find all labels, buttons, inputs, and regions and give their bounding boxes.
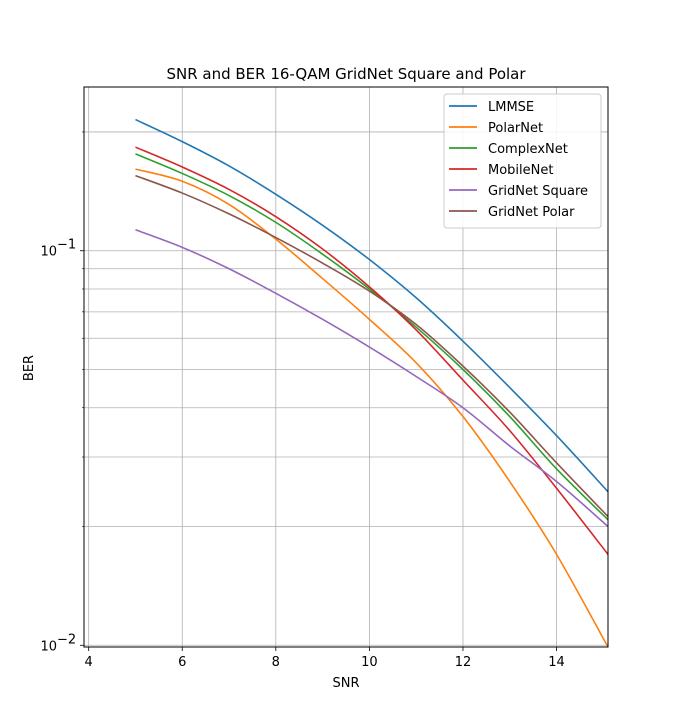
series-line-mobilenet xyxy=(135,146,609,555)
series-line-gridnet-square xyxy=(135,229,609,528)
legend-label-lmmse: LMMSE xyxy=(488,100,534,115)
x-tick-label: 12 xyxy=(455,655,472,670)
legend-box xyxy=(443,93,602,229)
series-line-complexnet xyxy=(135,153,609,521)
x-axis-label: SNR xyxy=(332,676,359,691)
legend-label-gridnet-square: GridNet Square xyxy=(488,184,588,199)
legend-label-mobilenet: MobileNet xyxy=(488,163,553,178)
chart-title: SNR and BER 16-QAM GridNet Square and Po… xyxy=(166,65,526,83)
grid xyxy=(84,87,608,647)
series-line-gridnet-polar xyxy=(135,174,609,518)
series-lines xyxy=(135,118,609,648)
legend-label-polarnet: PolarNet xyxy=(488,121,543,136)
x-tick-label: 10 xyxy=(361,655,378,670)
y-tick-label: 10 xyxy=(40,245,57,260)
plot-frame xyxy=(83,86,609,648)
legend-label-gridnet-polar: GridNet Polar xyxy=(488,205,575,220)
x-tick-label: 4 xyxy=(85,655,93,670)
legend-label-complexnet: ComplexNet xyxy=(488,142,568,157)
series-line-lmmse xyxy=(135,118,609,493)
series-line-polarnet xyxy=(135,168,609,648)
legend: LMMSE PolarNet ComplexNet MobileNet GridNet … xyxy=(443,93,602,229)
x-tick-label: 14 xyxy=(548,655,565,670)
y-tick-label: 10 xyxy=(40,639,57,654)
y-tick-exponent: −1 xyxy=(57,238,76,253)
x-tick-label: 8 xyxy=(272,655,280,670)
y-axis-label: BER xyxy=(22,355,37,381)
x-tick-label: 6 xyxy=(178,655,186,670)
y-tick-exponent: −2 xyxy=(57,632,76,647)
